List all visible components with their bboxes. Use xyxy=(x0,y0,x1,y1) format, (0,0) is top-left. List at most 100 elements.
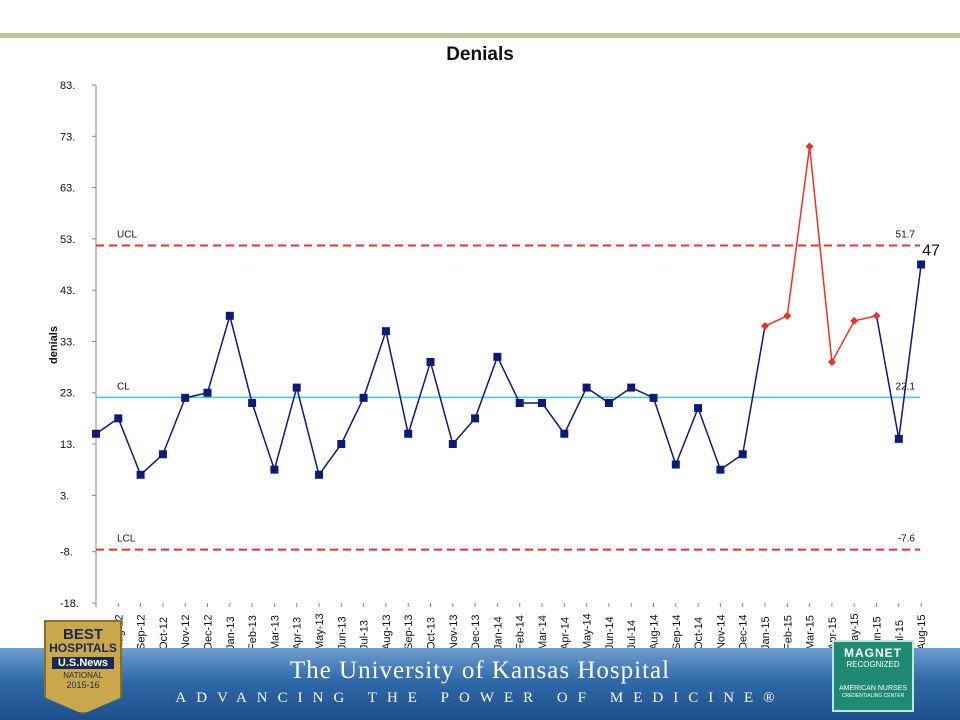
x-tick-label: Oct-14 xyxy=(693,617,705,650)
footer-org-name: The University of Kansas Hospital xyxy=(289,657,671,684)
y-tick-label: 43. xyxy=(60,285,75,297)
series-segment xyxy=(675,407,699,465)
data-point xyxy=(404,429,413,438)
data-point xyxy=(538,398,546,407)
data-point xyxy=(783,311,792,320)
x-tick-label: Dec-12 xyxy=(203,615,215,650)
series-segment xyxy=(117,418,142,476)
last-point-label: 47 xyxy=(922,243,940,260)
data-point xyxy=(315,470,323,479)
series-segment xyxy=(496,356,521,404)
data-point xyxy=(114,414,123,423)
badge-right-line2: RECOGNIZED xyxy=(846,660,900,669)
series-segment xyxy=(295,387,320,475)
x-tick-label: Jan-13 xyxy=(225,616,237,650)
series-segment xyxy=(875,315,900,440)
data-point xyxy=(270,465,279,474)
x-tick-label: Nov-12 xyxy=(180,615,192,650)
data-point xyxy=(582,383,591,392)
badge-right-line1: MAGNET xyxy=(844,646,902,660)
data-point xyxy=(627,383,636,392)
series-segment xyxy=(741,325,766,455)
x-tick-label: Nov-14 xyxy=(715,615,727,650)
data-point xyxy=(761,322,769,331)
header-rule xyxy=(0,33,960,38)
x-tick-label: Feb-14 xyxy=(515,615,527,650)
y-tick-label: 23. xyxy=(60,388,75,400)
data-point xyxy=(827,357,836,366)
series-segment xyxy=(786,146,811,316)
series-segment xyxy=(563,387,588,435)
x-tick-label: Aug-13 xyxy=(381,615,393,650)
y-tick-label: 83. xyxy=(60,80,75,92)
best-hospitals-badge: BEST HOSPITALS U.S.News NATIONAL 2015-16 xyxy=(44,620,122,714)
x-tick-label: Nov-13 xyxy=(448,615,460,650)
data-point xyxy=(716,465,725,474)
control-limit-label-lcl: LCL xyxy=(117,534,136,545)
x-tick-label: Jun-13 xyxy=(336,616,348,650)
badge-left-line1: BEST xyxy=(62,626,103,643)
badge-left-line5: 2015-16 xyxy=(66,680,100,690)
y-tick-label: 63. xyxy=(60,183,75,195)
series-segment xyxy=(898,264,922,439)
data-point xyxy=(203,388,212,397)
badge-left-line2: HOSPITALS xyxy=(49,641,117,655)
data-point xyxy=(738,450,747,459)
x-tick-label: Mar-15 xyxy=(805,615,817,650)
x-tick-label: Aug-14 xyxy=(649,615,661,650)
series-segment xyxy=(429,361,454,445)
chart-title: Denials xyxy=(446,44,514,65)
data-point xyxy=(381,327,390,336)
data-point xyxy=(426,357,435,366)
x-tick-label: Oct-12 xyxy=(158,617,170,650)
x-tick-label: Dec-13 xyxy=(470,615,482,650)
y-tick-label: -8. xyxy=(60,547,73,559)
data-point xyxy=(671,460,680,469)
x-tick-label: Sep-14 xyxy=(671,615,683,650)
x-tick-label: Dec-14 xyxy=(738,615,750,650)
series-segment xyxy=(206,315,231,393)
data-point xyxy=(493,352,502,361)
data-point xyxy=(248,398,257,407)
data-point xyxy=(694,404,703,413)
x-tick-label: May-14 xyxy=(582,613,594,650)
data-point xyxy=(850,316,859,325)
series-segment xyxy=(808,146,833,363)
y-tick-label: 53. xyxy=(60,234,75,246)
data-point xyxy=(604,398,613,407)
x-tick-label: Apr-14 xyxy=(559,617,571,650)
x-tick-label: Jun-14 xyxy=(604,616,616,650)
series-segment xyxy=(251,402,276,470)
series-segment xyxy=(407,361,432,434)
series-segment xyxy=(318,443,342,476)
badge-left-line3: U.S.News xyxy=(52,657,114,669)
data-point xyxy=(337,440,346,449)
series-segment xyxy=(340,397,365,445)
data-point xyxy=(515,398,524,407)
y-tick-label: -18. xyxy=(60,598,79,610)
x-tick-label: Apr-13 xyxy=(292,617,304,650)
badge-left-line4: NATIONAL xyxy=(63,671,103,680)
data-point xyxy=(471,414,480,423)
x-tick-label: Sep-12 xyxy=(136,615,148,650)
data-point xyxy=(649,393,658,402)
y-tick-label: 3. xyxy=(60,490,69,502)
x-tick-label: Feb-15 xyxy=(782,615,794,650)
x-tick-label: May-13 xyxy=(314,613,326,650)
badge-right-line3: AMERICAN NURSES xyxy=(838,685,908,692)
control-limit-label-ucl: UCL xyxy=(117,230,137,241)
x-tick-label: Oct-13 xyxy=(426,617,438,650)
x-tick-label: Jan-15 xyxy=(760,616,772,650)
badge-right-line4: CREDENTIALING CENTER xyxy=(841,693,905,699)
data-point xyxy=(225,311,234,320)
x-tick-label: Mar-13 xyxy=(269,615,281,650)
y-tick-label: 33. xyxy=(60,336,75,348)
data-point xyxy=(136,470,145,479)
control-limit-label-cl: CL xyxy=(117,381,130,392)
data-point xyxy=(448,440,457,449)
data-point xyxy=(917,260,926,269)
series-segment xyxy=(697,407,722,470)
series-segment xyxy=(652,397,677,465)
series-segment xyxy=(385,331,409,434)
